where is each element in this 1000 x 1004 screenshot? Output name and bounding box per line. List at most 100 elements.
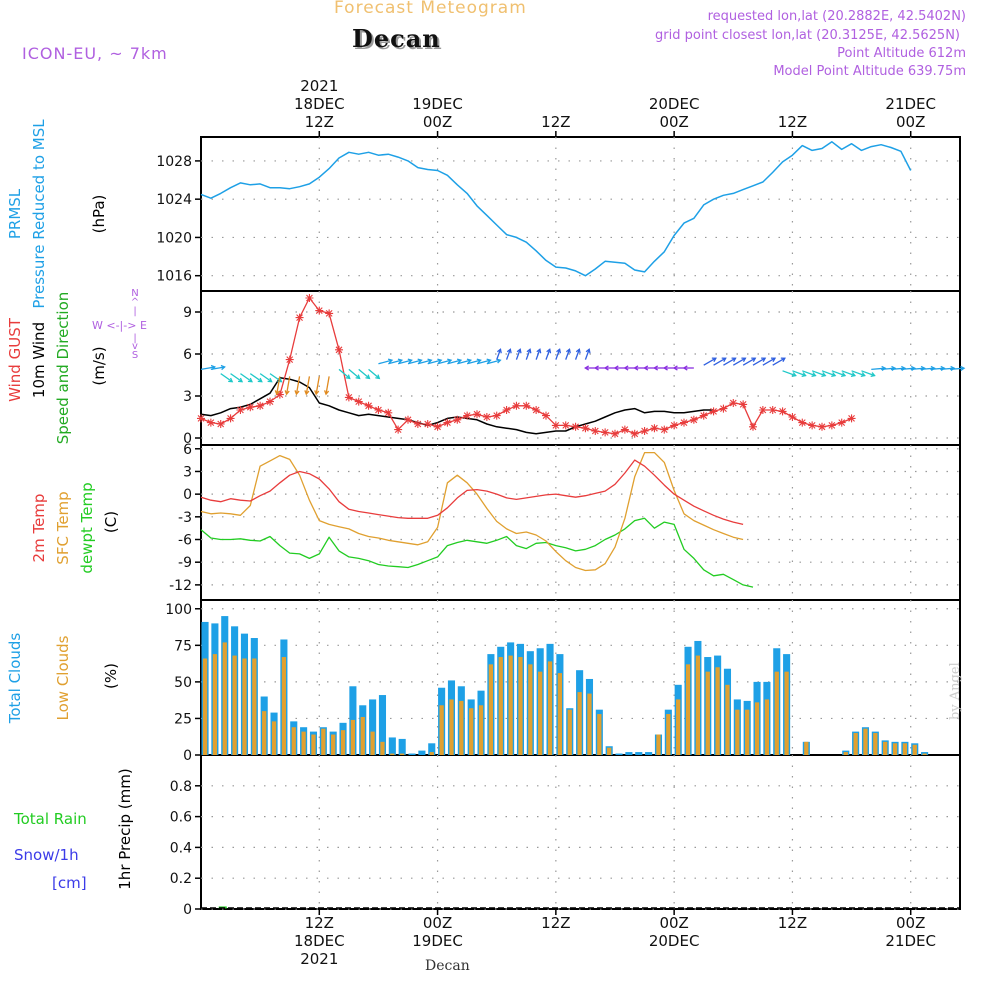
wind-arrow-head <box>496 358 502 364</box>
wind-direction-arrow <box>910 367 925 371</box>
wind-direction-arrow <box>200 366 215 371</box>
low-cloud-bar <box>498 657 503 755</box>
low-cloud-bar <box>922 753 927 755</box>
footer-station: Decan <box>425 958 470 974</box>
gust-marker <box>364 401 373 410</box>
model-label: ICON-EU, ~ 7km <box>22 44 168 63</box>
wind-direction-arrow <box>851 370 865 377</box>
wind-direction-arrow <box>940 367 955 371</box>
low-cloud-bar <box>853 733 858 755</box>
wind-direction-arrow <box>437 359 452 365</box>
low-cloud-bar <box>271 721 277 755</box>
gust-marker <box>601 428 610 437</box>
total-cloud-bar <box>418 750 426 755</box>
wind-arrow-head <box>375 374 381 380</box>
wind-arrow-head <box>860 372 866 377</box>
gust-marker <box>226 414 235 423</box>
wind-arrow-head <box>770 357 777 363</box>
wind-direction-arrow <box>742 357 756 366</box>
wind-direction-arrow <box>950 367 965 371</box>
sfc-temp-line <box>200 451 744 572</box>
bottom-time-label: 18DEC <box>294 932 345 950</box>
compass-glyph: v <box>132 341 138 352</box>
total-cloud-bar <box>615 753 623 755</box>
wind-arrow-head <box>466 358 473 364</box>
wind-direction-arrow <box>388 359 402 365</box>
wind-arrow-head <box>731 357 737 363</box>
wind-direction-arrow <box>457 359 471 365</box>
wind-direction-arrow <box>466 359 481 365</box>
y-tick-label: 9 <box>183 305 192 321</box>
low-cloud-bar <box>784 671 789 755</box>
low-cloud-bar <box>439 705 444 755</box>
compass-glyph: N <box>131 288 138 299</box>
bottom-time-label: 19DEC <box>412 932 463 950</box>
wind-direction-arrow <box>861 370 875 377</box>
wind-arrow-head <box>960 365 966 372</box>
wind-direction-arrow <box>782 370 796 377</box>
total-cloud-bar <box>428 743 436 755</box>
compass-glyph: | <box>133 306 136 317</box>
y-tick-label: 6 <box>183 347 192 363</box>
gust-marker <box>561 421 570 430</box>
wind-arrow-head <box>850 372 857 377</box>
low-cloud-bar <box>607 747 612 755</box>
wind-arrow-head <box>267 377 273 383</box>
y-axis-label-hpa: (hPa) <box>90 195 108 234</box>
low-cloud-bar <box>754 702 760 755</box>
y-tick-label: 100 <box>165 602 192 618</box>
wind-arrow-head <box>780 357 786 363</box>
wind-arrow-head <box>565 348 571 354</box>
gust-marker <box>640 427 649 435</box>
compass-glyph: | <box>133 333 136 344</box>
gust-marker <box>808 421 817 430</box>
bottom-time-label: 20DEC <box>649 932 700 950</box>
gust-marker <box>739 400 748 409</box>
total-cloud-bar <box>369 699 377 755</box>
wind-direction-arrow <box>920 367 935 371</box>
gust-marker <box>591 427 600 435</box>
wind-direction-arrow <box>240 373 253 383</box>
wind-arrow-head <box>486 358 492 364</box>
low-cloud-bar <box>469 708 474 755</box>
wind-direction-arrow <box>486 359 501 365</box>
gust-marker <box>758 406 767 414</box>
gust-marker <box>443 418 452 427</box>
low-cloud-bar <box>715 667 720 755</box>
gust-marker <box>463 411 472 420</box>
wind-arrow-head <box>387 358 394 364</box>
gust-marker <box>502 406 511 414</box>
wind-arrow-head <box>870 372 876 377</box>
gust-marker <box>699 411 708 420</box>
gust-marker <box>433 422 442 431</box>
wind-direction-arrow <box>295 376 301 395</box>
low-cloud-bar <box>804 741 809 755</box>
y-tick-label: 1020 <box>156 230 192 246</box>
wind-direction-arrow <box>249 373 263 383</box>
top-time-label: 18DEC <box>294 95 345 113</box>
y-axis-label-total-clouds: Total Clouds <box>6 633 24 725</box>
gust-marker <box>650 424 659 433</box>
gust-marker <box>453 415 462 424</box>
low-cloud-bar <box>902 743 908 755</box>
low-cloud-bar <box>400 753 405 755</box>
wind-direction-arrow <box>762 357 776 366</box>
low-cloud-bar <box>478 705 484 755</box>
gust-marker <box>197 414 205 423</box>
gust-marker <box>709 407 718 416</box>
wind-direction-arrow <box>348 368 360 379</box>
gust-marker <box>847 414 856 423</box>
wind-arrow-head <box>653 365 659 371</box>
wind-direction-arrow <box>338 368 351 379</box>
low-cloud-bar <box>380 741 385 755</box>
low-cloud-bar <box>843 752 848 755</box>
gust-marker <box>246 403 255 412</box>
wind-direction-arrow <box>417 359 432 365</box>
wind-direction-arrow <box>315 376 320 395</box>
gust-marker <box>522 401 531 410</box>
wind-arrow-head <box>516 348 522 354</box>
wind-arrow-head <box>556 348 562 354</box>
wind-arrow-head <box>447 358 453 364</box>
wind-direction-arrow <box>841 370 856 377</box>
